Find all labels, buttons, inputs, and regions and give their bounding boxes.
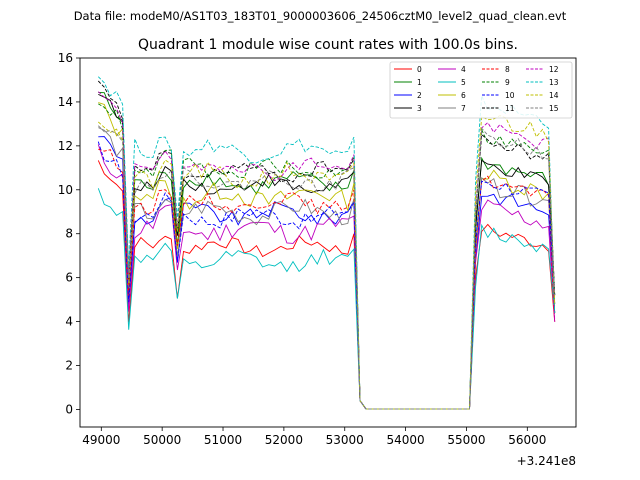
legend-label: 8 bbox=[505, 65, 510, 74]
y-tick-label: 2 bbox=[65, 359, 73, 373]
series-line-13 bbox=[97, 76, 556, 410]
legend-label: 4 bbox=[461, 65, 466, 74]
x-tick-label: 52000 bbox=[265, 433, 303, 447]
y-tick-label: 14 bbox=[58, 95, 73, 109]
y-tick-label: 8 bbox=[65, 227, 73, 241]
y-tick-label: 0 bbox=[65, 402, 73, 416]
legend-label: 3 bbox=[417, 104, 422, 113]
legend-label: 11 bbox=[505, 104, 515, 113]
legend-label: 14 bbox=[549, 91, 559, 100]
legend-label: 12 bbox=[549, 65, 559, 74]
y-tick-label: 16 bbox=[58, 51, 73, 65]
suptitle: Data file: modeM0/AS1T03_183T01_90000036… bbox=[74, 9, 567, 23]
series-line-5 bbox=[97, 188, 556, 410]
series-line-14 bbox=[97, 115, 556, 410]
legend-label: 7 bbox=[461, 104, 466, 113]
legend-box bbox=[389, 61, 573, 119]
x-tick-label: 50000 bbox=[143, 433, 181, 447]
y-tick-label: 12 bbox=[58, 139, 73, 153]
x-tick-label: 49000 bbox=[82, 433, 120, 447]
legend-label: 5 bbox=[461, 78, 466, 87]
chart-title: Quadrant 1 module wise count rates with … bbox=[138, 37, 518, 53]
legend-label: 15 bbox=[549, 104, 559, 113]
x-tick-label: 56000 bbox=[508, 433, 546, 447]
legend-label: 0 bbox=[417, 65, 422, 74]
plot-frame bbox=[79, 57, 577, 428]
y-tick-label: 4 bbox=[65, 315, 73, 329]
x-offset-label: +3.241e8 bbox=[517, 454, 576, 468]
x-tick-label: 53000 bbox=[326, 433, 364, 447]
legend-label: 1 bbox=[417, 78, 422, 87]
y-tick-label: 6 bbox=[65, 271, 73, 285]
x-tick-label: 54000 bbox=[387, 433, 425, 447]
y-axis: 0 2 4 6 8 10 12 14 16 bbox=[58, 51, 80, 416]
series-layer bbox=[97, 76, 556, 410]
x-axis: 49000 50000 51000 52000 53000 54000 55000 56000 bbox=[82, 427, 546, 447]
series-line-3 bbox=[98, 93, 556, 410]
legend-label: 9 bbox=[505, 78, 510, 87]
legend-label: 2 bbox=[417, 91, 422, 100]
series-line-10 bbox=[97, 141, 556, 410]
y-tick-label: 10 bbox=[58, 183, 73, 197]
legend-label: 13 bbox=[549, 78, 559, 87]
x-tick-label: 51000 bbox=[204, 433, 242, 447]
legend-label: 6 bbox=[461, 91, 466, 100]
legend-label: 10 bbox=[505, 91, 515, 100]
x-tick-label: 55000 bbox=[447, 433, 485, 447]
series-line-4 bbox=[97, 144, 556, 410]
